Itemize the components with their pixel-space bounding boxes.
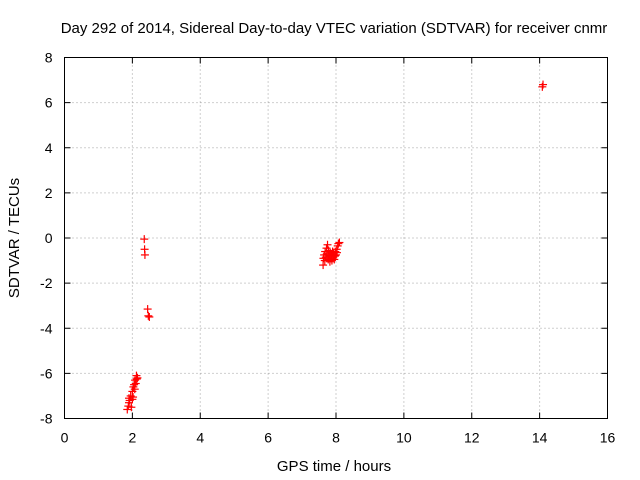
data-point <box>129 393 138 402</box>
data-point <box>140 235 149 244</box>
data-point <box>143 305 152 314</box>
data-point <box>334 239 343 248</box>
data-point <box>130 380 139 389</box>
y-tick-label: -6 <box>40 365 53 381</box>
x-tick-label: 0 <box>61 430 69 446</box>
plot-frame <box>64 57 608 419</box>
data-point <box>330 255 339 264</box>
x-tick-label: 4 <box>196 430 204 446</box>
chart-title: Day 292 of 2014, Sidereal Day-to-day VTE… <box>61 20 608 37</box>
data-point <box>133 373 142 382</box>
data-point <box>325 257 334 266</box>
y-tick-label: 4 <box>45 140 53 156</box>
x-tick-label: 8 <box>332 430 340 446</box>
y-tick-label: 8 <box>45 50 53 66</box>
data-point <box>130 385 139 394</box>
y-tick-label: 0 <box>45 230 53 246</box>
y-tick-label: -2 <box>40 275 53 291</box>
y-axis-label: SDTVAR / TECUs <box>6 178 23 298</box>
x-tick-label: 14 <box>532 430 548 446</box>
data-point <box>145 312 154 321</box>
data-point <box>333 248 342 257</box>
data-point <box>319 261 328 270</box>
y-tick-label: 6 <box>45 95 53 111</box>
x-tick-label: 2 <box>128 430 136 446</box>
y-tick-label: -4 <box>40 320 53 336</box>
data-point <box>140 250 149 259</box>
data-point <box>320 256 329 265</box>
x-tick-label: 10 <box>396 430 412 446</box>
data-point <box>123 405 132 414</box>
grid <box>64 57 608 419</box>
x-tick-label: 12 <box>464 430 480 446</box>
data-point <box>335 238 344 247</box>
data-point <box>131 379 140 388</box>
y-tick-label: 2 <box>45 185 53 201</box>
data-point <box>127 403 136 412</box>
x-tick-label: 16 <box>600 430 616 446</box>
y-tick-label: -8 <box>40 411 53 427</box>
data-point <box>539 80 548 89</box>
data-point <box>144 311 153 320</box>
x-tick-label: 6 <box>264 430 272 446</box>
data-point <box>132 375 141 384</box>
data-point <box>323 240 332 249</box>
data-points <box>123 80 548 414</box>
tick-labels: 0 2 4 6 8 10 12 14 16 -8 -6 -4 -2 0 2 4 6 8 <box>40 50 615 446</box>
x-axis-label: GPS time / hours <box>277 458 391 475</box>
